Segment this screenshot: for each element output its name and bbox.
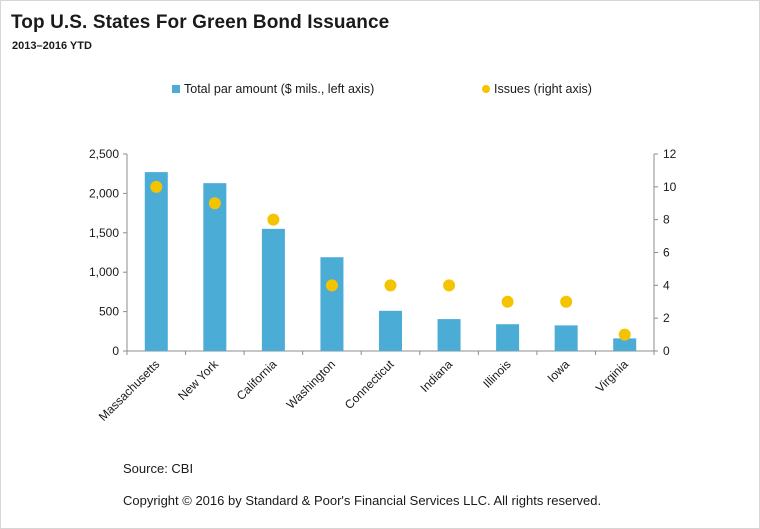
category-label: Massachusetts bbox=[96, 357, 163, 424]
legend-bar-swatch bbox=[172, 85, 180, 93]
category-label: New York bbox=[175, 357, 221, 403]
left-axis-tick-label: 2,500 bbox=[89, 147, 119, 161]
issue-dot bbox=[267, 213, 280, 226]
issue-dot bbox=[208, 197, 221, 210]
bar bbox=[554, 325, 578, 351]
category-label: Washington bbox=[284, 357, 338, 411]
right-axis-tick-label: 4 bbox=[663, 278, 670, 292]
left-axis-tick-label: 500 bbox=[99, 305, 119, 319]
bar bbox=[496, 324, 520, 351]
bar bbox=[203, 183, 227, 351]
left-axis-tick-label: 2,000 bbox=[89, 186, 119, 200]
issue-dot bbox=[618, 328, 631, 341]
legend-bar-label: Total par amount ($ mils., left axis) bbox=[184, 82, 374, 96]
category-label: Connecticut bbox=[342, 357, 397, 412]
category-label: Indiana bbox=[417, 357, 455, 395]
x-axis-labels: Massachusetts New York California Washingto… bbox=[96, 357, 631, 424]
issue-dot bbox=[501, 295, 514, 308]
legend-dot-swatch bbox=[482, 85, 490, 93]
category-label: Iowa bbox=[544, 357, 572, 385]
right-axis-tick-label: 2 bbox=[663, 311, 670, 325]
left-axis-tick-label: 0 bbox=[112, 344, 119, 358]
bar bbox=[613, 338, 637, 351]
right-axis-tick-label: 8 bbox=[663, 213, 670, 227]
right-axis-tick-label: 6 bbox=[663, 246, 670, 260]
bar bbox=[261, 228, 285, 351]
chart-title: Top U.S. States For Green Bond Issuance bbox=[11, 12, 390, 33]
issue-dots bbox=[150, 180, 631, 341]
left-axis-tick-label: 1,500 bbox=[89, 226, 119, 240]
category-label: Illinois bbox=[480, 357, 513, 390]
axes: 0 500 1,000 1,500 2,000 2,500 0 2 4 6 8 10 12 bbox=[89, 147, 677, 358]
issue-dot bbox=[443, 279, 456, 292]
category-label: Virginia bbox=[593, 357, 631, 395]
issue-dot bbox=[384, 279, 397, 292]
left-axis-tick-label: 1,000 bbox=[89, 265, 119, 279]
issue-dot bbox=[560, 295, 573, 308]
chart-subtitle: 2013–2016 YTD bbox=[12, 40, 92, 52]
category-label: California bbox=[234, 357, 280, 403]
source-note: Source: CBI bbox=[123, 461, 194, 476]
bar bbox=[437, 319, 461, 351]
bars bbox=[144, 172, 637, 351]
right-axis-tick-label: 10 bbox=[663, 180, 677, 194]
legend-dot-label: Issues (right axis) bbox=[494, 82, 592, 96]
right-axis-tick-label: 0 bbox=[663, 344, 670, 358]
bar bbox=[379, 310, 402, 351]
issue-dot bbox=[150, 180, 163, 193]
bar bbox=[144, 172, 168, 351]
legend: Total par amount ($ mils., left axis) Is… bbox=[172, 82, 592, 96]
bar bbox=[320, 257, 344, 351]
copyright-note: Copyright © 2016 by Standard & Poor's Fi… bbox=[123, 493, 602, 508]
issue-dot bbox=[325, 279, 338, 292]
right-axis-tick-label: 12 bbox=[663, 147, 677, 161]
